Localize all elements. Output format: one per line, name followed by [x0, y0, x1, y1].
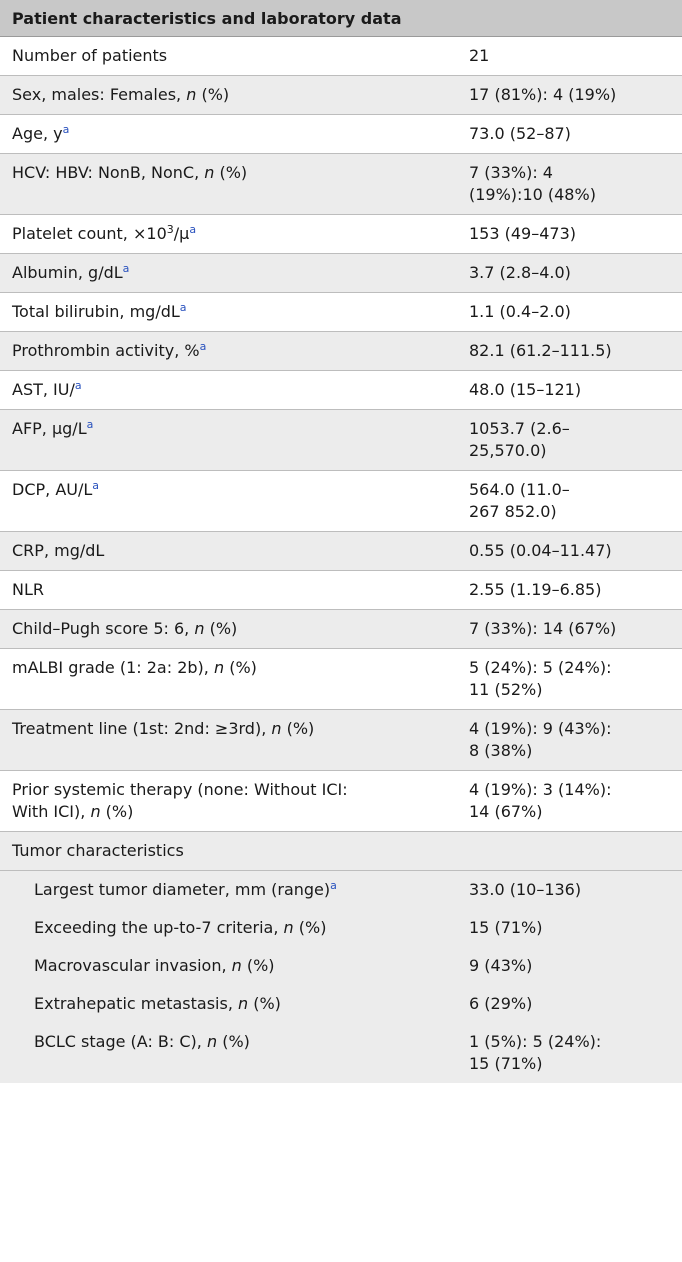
row-label: Prothrombin activity, %a	[0, 331, 455, 371]
row-label: AFP, μg/La	[0, 409, 455, 471]
row-value: 1 (5%): 5 (24%): 15 (71%)	[455, 1023, 682, 1083]
footnote-marker: a	[74, 379, 82, 392]
table-row: Prothrombin activity, %a 82.1 (61.2–111.…	[0, 331, 682, 371]
table-row: AST, IU/a 48.0 (15–121)	[0, 370, 682, 410]
row-value: 15 (71%)	[455, 909, 682, 947]
footnote-marker: a	[86, 418, 94, 431]
row-value: 7 (33%): 4 (19%):10 (48%)	[455, 153, 682, 215]
row-label: mALBI grade (1: 2a: 2b), n (%)	[0, 648, 455, 710]
table-row: Extrahepatic metastasis, n (%) 6 (29%)	[0, 985, 682, 1023]
row-label: Macrovascular invasion, n (%)	[0, 947, 455, 985]
row-value: 1053.7 (2.6– 25,570.0)	[455, 409, 682, 471]
footnote-marker: a	[199, 340, 207, 353]
table-row: DCP, AU/La 564.0 (11.0– 267 852.0)	[0, 470, 682, 532]
table-row: Exceeding the up-to-7 criteria, n (%) 15…	[0, 909, 682, 947]
row-value: 33.0 (10–136)	[455, 870, 682, 909]
table-row: BCLC stage (A: B: C), n (%) 1 (5%): 5 (2…	[0, 1023, 682, 1083]
table-row: Child–Pugh score 5: 6, n (%) 7 (33%): 14…	[0, 609, 682, 649]
table-header-row: Patient characteristics and laboratory d…	[0, 0, 682, 37]
row-label: Largest tumor diameter, mm (range)a	[0, 870, 455, 909]
section-label: Tumor characteristics	[0, 831, 455, 871]
row-label: DCP, AU/La	[0, 470, 455, 532]
table-row: Age, ya 73.0 (52–87)	[0, 114, 682, 154]
row-label: AST, IU/a	[0, 370, 455, 410]
table-header: Patient characteristics and laboratory d…	[0, 0, 682, 37]
table-row: Treatment line (1st: 2nd: ≥3rd), n (%) 4…	[0, 709, 682, 771]
footnote-marker: a	[62, 123, 70, 136]
row-value: 82.1 (61.2–111.5)	[455, 331, 682, 371]
row-label: BCLC stage (A: B: C), n (%)	[0, 1023, 455, 1083]
row-value: 0.55 (0.04–11.47)	[455, 531, 682, 571]
table-row: AFP, μg/La 1053.7 (2.6– 25,570.0)	[0, 409, 682, 471]
section-row-tumor-characteristics: Tumor characteristics	[0, 831, 682, 871]
row-value: 17 (81%): 4 (19%)	[455, 75, 682, 115]
table-row: Sex, males: Females, n (%) 17 (81%): 4 (…	[0, 75, 682, 115]
row-label: HCV: HBV: NonB, NonC, n (%)	[0, 153, 455, 215]
row-value: 4 (19%): 3 (14%): 14 (67%)	[455, 770, 682, 832]
patient-characteristics-table: Patient characteristics and laboratory d…	[0, 0, 682, 1083]
table-row: HCV: HBV: NonB, NonC, n (%) 7 (33%): 4 (1…	[0, 153, 682, 215]
footnote-marker: a	[189, 223, 197, 236]
row-value: 153 (49–473)	[455, 214, 682, 254]
table-row: CRP, mg/dL 0.55 (0.04–11.47)	[0, 531, 682, 571]
footnote-marker: a	[92, 479, 100, 492]
row-value: 1.1 (0.4–2.0)	[455, 292, 682, 332]
row-label: Total bilirubin, mg/dLa	[0, 292, 455, 332]
row-value: 7 (33%): 14 (67%)	[455, 609, 682, 649]
row-label: Number of patients	[0, 36, 455, 76]
row-value: 21	[455, 36, 682, 76]
row-value	[455, 831, 682, 871]
table-row: mALBI grade (1: 2a: 2b), n (%) 5 (24%): …	[0, 648, 682, 710]
table-row: NLR 2.55 (1.19–6.85)	[0, 570, 682, 610]
row-label: CRP, mg/dL	[0, 531, 455, 571]
table-row: Albumin, g/dLa 3.7 (2.8–4.0)	[0, 253, 682, 293]
row-value: 3.7 (2.8–4.0)	[455, 253, 682, 293]
row-label: NLR	[0, 570, 455, 610]
table-row: Prior systemic therapy (none: Without IC…	[0, 770, 682, 832]
table-row: Platelet count, ×103/μa 153 (49–473)	[0, 214, 682, 254]
table-row: Macrovascular invasion, n (%) 9 (43%)	[0, 947, 682, 985]
row-label: Platelet count, ×103/μa	[0, 214, 455, 254]
row-label: Treatment line (1st: 2nd: ≥3rd), n (%)	[0, 709, 455, 771]
footnote-marker: a	[122, 262, 130, 275]
table-row: Total bilirubin, mg/dLa 1.1 (0.4–2.0)	[0, 292, 682, 332]
row-label: Prior systemic therapy (none: Without IC…	[0, 770, 455, 832]
row-label: Sex, males: Females, n (%)	[0, 75, 455, 115]
row-label: Age, ya	[0, 114, 455, 154]
row-value: 73.0 (52–87)	[455, 114, 682, 154]
row-label: Exceeding the up-to-7 criteria, n (%)	[0, 909, 455, 947]
row-value: 4 (19%): 9 (43%): 8 (38%)	[455, 709, 682, 771]
row-label: Extrahepatic metastasis, n (%)	[0, 985, 455, 1023]
row-value: 564.0 (11.0– 267 852.0)	[455, 470, 682, 532]
row-value: 48.0 (15–121)	[455, 370, 682, 410]
footnote-marker: a	[330, 879, 337, 892]
row-value: 6 (29%)	[455, 985, 682, 1023]
row-value: 9 (43%)	[455, 947, 682, 985]
row-label: Child–Pugh score 5: 6, n (%)	[0, 609, 455, 649]
row-value: 2.55 (1.19–6.85)	[455, 570, 682, 610]
footnote-marker: a	[179, 301, 187, 314]
row-label: Albumin, g/dLa	[0, 253, 455, 293]
row-value: 5 (24%): 5 (24%): 11 (52%)	[455, 648, 682, 710]
table-row: Number of patients 21	[0, 36, 682, 76]
table-row: Largest tumor diameter, mm (range)a 33.0…	[0, 870, 682, 909]
